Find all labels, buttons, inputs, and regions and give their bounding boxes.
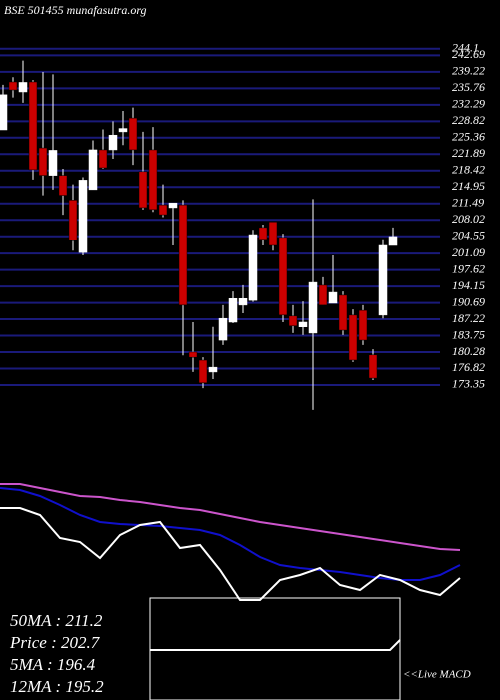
y-tick-label: 239.22 — [452, 64, 485, 78]
ma-line — [0, 483, 461, 551]
chart-title: BSE 501455 munafasutra.org — [4, 3, 147, 17]
stat-label: 50MA : 211.2 — [10, 611, 103, 630]
y-tick-label: 211.49 — [452, 195, 484, 209]
candle-body — [248, 234, 258, 301]
candle-body — [198, 359, 208, 384]
candle-body — [218, 317, 228, 341]
y-tick-label: 173.35 — [452, 377, 485, 391]
candle-body — [188, 351, 198, 358]
candle-body — [78, 180, 88, 253]
y-tick-label: 183.75 — [452, 327, 485, 341]
y-tick-label: 176.82 — [452, 360, 485, 374]
candle-body — [38, 147, 48, 176]
stat-label: 5MA : 196.4 — [10, 655, 96, 674]
y-tick-label: 225.36 — [452, 130, 485, 144]
y-tick-label: 235.76 — [452, 80, 485, 94]
candle-body — [268, 221, 278, 246]
y-tick-label: 201.09 — [452, 245, 485, 259]
y-tick-label: 194.15 — [452, 278, 485, 292]
candle-body — [108, 134, 118, 151]
candle-body — [138, 171, 148, 209]
candle-body — [288, 315, 298, 327]
macd-label: <<Live MACD — [403, 669, 471, 681]
candle-body — [378, 244, 388, 316]
y-tick-label: 214.95 — [452, 179, 485, 193]
candle-body — [388, 236, 398, 246]
stat-label: 12MA : 195.2 — [10, 677, 104, 696]
y-tick-label: 242.69 — [452, 47, 485, 61]
candle-body — [18, 82, 28, 93]
stat-label: Price : 202.7 — [9, 633, 101, 652]
candle-body — [158, 204, 168, 216]
candle-body — [128, 117, 138, 151]
candle-body — [98, 149, 108, 169]
candle-body — [178, 204, 188, 306]
candle-body — [358, 309, 368, 341]
candle-body — [298, 321, 308, 328]
candle-body — [208, 366, 218, 373]
candle-body — [88, 149, 98, 191]
ma-line — [0, 507, 461, 601]
ma-line — [0, 487, 461, 581]
candle-body — [328, 291, 338, 304]
y-tick-label: 180.28 — [452, 344, 485, 358]
candle-body — [148, 149, 158, 211]
y-tick-label: 244.1 — [452, 40, 479, 54]
y-tick-label: 187.22 — [452, 311, 485, 325]
y-tick-label: 221.89 — [452, 146, 485, 160]
macd-line — [150, 639, 401, 651]
candle-body — [368, 354, 378, 379]
y-tick-label: 197.62 — [452, 261, 485, 275]
candle-body — [168, 202, 178, 209]
candle-body — [278, 237, 288, 316]
y-tick-label: 208.02 — [452, 212, 485, 226]
candle-body — [48, 150, 58, 176]
candle-body — [228, 297, 238, 323]
y-tick-label: 218.42 — [452, 163, 485, 177]
candle-body — [118, 128, 128, 133]
candle-body — [8, 81, 18, 91]
candle-body — [238, 297, 248, 306]
candle-body — [348, 314, 358, 361]
candle-body — [338, 294, 348, 331]
y-tick-label: 190.69 — [452, 294, 485, 308]
y-tick-label: 204.55 — [452, 228, 485, 242]
y-tick-label: 232.29 — [452, 97, 485, 111]
candle-body — [0, 94, 8, 131]
candle-body — [258, 227, 268, 241]
candle-body — [318, 284, 328, 306]
candle-body — [68, 200, 78, 241]
y-tick-label: 228.82 — [452, 113, 485, 127]
candle-body — [308, 281, 318, 334]
candle-body — [58, 175, 68, 196]
candle-body — [28, 81, 38, 171]
